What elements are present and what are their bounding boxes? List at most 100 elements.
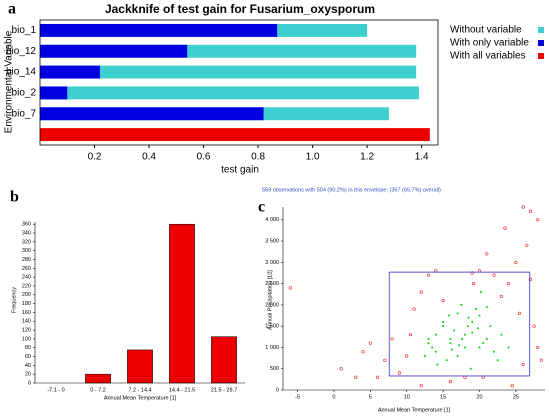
y-tick-label: 180 bbox=[22, 301, 31, 307]
point bbox=[507, 282, 511, 286]
point bbox=[492, 273, 496, 277]
y-tick-label: bio_12 bbox=[6, 46, 36, 57]
point bbox=[500, 333, 503, 336]
x-tick-label: 1.0 bbox=[306, 152, 320, 163]
point bbox=[448, 314, 450, 317]
x-tick-label: 21.5 - 28.7 bbox=[211, 387, 237, 393]
point bbox=[536, 345, 540, 350]
y-tick-label: 40 bbox=[25, 363, 31, 369]
y-tick-label: 3 500 bbox=[265, 238, 279, 244]
x-tick-label: 20 bbox=[476, 394, 482, 400]
point bbox=[436, 363, 439, 366]
bar bbox=[211, 336, 237, 384]
y-tick-label: 4 000 bbox=[265, 217, 279, 223]
point bbox=[517, 311, 522, 315]
point bbox=[427, 338, 430, 340]
envelope bbox=[388, 271, 531, 377]
legend-label: With all variables bbox=[450, 51, 526, 62]
point bbox=[499, 294, 503, 298]
x-tick-label: 1.4 bbox=[415, 152, 429, 163]
y-tick-label: 2 500 bbox=[265, 281, 279, 287]
y-tick-label: bio_14 bbox=[6, 67, 36, 78]
y-tick-label: 200 bbox=[22, 292, 31, 298]
legend-swatch bbox=[538, 27, 544, 33]
point bbox=[339, 367, 343, 371]
point bbox=[528, 209, 533, 213]
y-tick-label: 160 bbox=[22, 310, 31, 316]
subtitle: 559 observations with 504 (90.2%) in thi… bbox=[262, 187, 441, 193]
bar bbox=[40, 86, 68, 100]
panel-label: b bbox=[10, 189, 19, 206]
point bbox=[456, 312, 459, 315]
y-tick-label: 220 bbox=[22, 283, 31, 289]
x-tick-label: 7.2 - 14.4 bbox=[128, 387, 151, 393]
legend-label: Without variable bbox=[450, 25, 522, 36]
y-tick-label: 0 bbox=[28, 380, 31, 386]
point bbox=[485, 252, 489, 256]
y-tick-label: 80 bbox=[25, 345, 31, 351]
y-tick-label: 280 bbox=[22, 257, 31, 263]
point bbox=[532, 324, 536, 328]
point bbox=[460, 303, 463, 306]
y-tick-label: 100 bbox=[22, 336, 31, 342]
y-tick-label: 500 bbox=[270, 366, 279, 372]
point bbox=[477, 327, 479, 330]
point bbox=[464, 346, 466, 349]
point bbox=[539, 358, 543, 362]
point bbox=[431, 346, 434, 349]
x-axis-label: Annual Mean Temperature [1] bbox=[378, 407, 451, 413]
y-tick-label: 60 bbox=[25, 354, 31, 360]
y-axis-label: Environmental Variable bbox=[4, 30, 15, 133]
y-tick-label: 300 bbox=[22, 248, 31, 254]
point bbox=[466, 325, 469, 328]
bar bbox=[40, 128, 430, 142]
point bbox=[470, 271, 474, 275]
point bbox=[361, 350, 365, 354]
x-tick-label: -7.1 - 0 bbox=[47, 387, 64, 393]
point bbox=[467, 316, 470, 319]
point bbox=[405, 354, 409, 358]
bar bbox=[40, 65, 100, 79]
point bbox=[478, 314, 481, 317]
bar bbox=[40, 86, 419, 100]
point bbox=[442, 321, 445, 323]
point bbox=[510, 384, 514, 388]
point bbox=[507, 346, 510, 349]
point bbox=[426, 273, 431, 277]
x-tick-label: 0.2 bbox=[88, 152, 102, 163]
panel-label: a bbox=[8, 1, 16, 18]
y-tick-label: 2 000 bbox=[265, 302, 279, 308]
point bbox=[474, 308, 477, 311]
point bbox=[525, 243, 529, 247]
x-tick-label: 14.4 - 21.5 bbox=[169, 387, 195, 393]
point bbox=[383, 358, 387, 362]
point bbox=[434, 333, 437, 336]
point bbox=[288, 286, 292, 290]
point bbox=[458, 344, 461, 347]
y-tick-label: 240 bbox=[22, 275, 31, 281]
x-tick-label: -5 bbox=[295, 394, 300, 400]
point bbox=[478, 346, 481, 349]
x-tick-label: 0 bbox=[332, 394, 335, 400]
point bbox=[489, 325, 492, 328]
x-tick-label: 5 bbox=[369, 394, 372, 400]
y-tick-label: 3 000 bbox=[265, 260, 279, 266]
bar bbox=[40, 23, 278, 37]
point bbox=[448, 379, 452, 384]
point bbox=[464, 333, 466, 336]
y-axis-label: Annual Precipitation [12] bbox=[267, 270, 273, 330]
bar bbox=[40, 65, 417, 79]
bar bbox=[40, 107, 264, 121]
point bbox=[453, 329, 455, 332]
plot-frame bbox=[39, 19, 439, 146]
point bbox=[450, 348, 453, 351]
x-tick-label: 10 bbox=[404, 394, 410, 400]
bar bbox=[169, 223, 195, 384]
point bbox=[493, 350, 495, 353]
point bbox=[434, 350, 437, 353]
point bbox=[441, 299, 445, 303]
point bbox=[445, 359, 448, 362]
y-tick-label: 120 bbox=[22, 328, 31, 334]
x-tick-label: 0.4 bbox=[142, 152, 156, 163]
point bbox=[485, 338, 488, 340]
